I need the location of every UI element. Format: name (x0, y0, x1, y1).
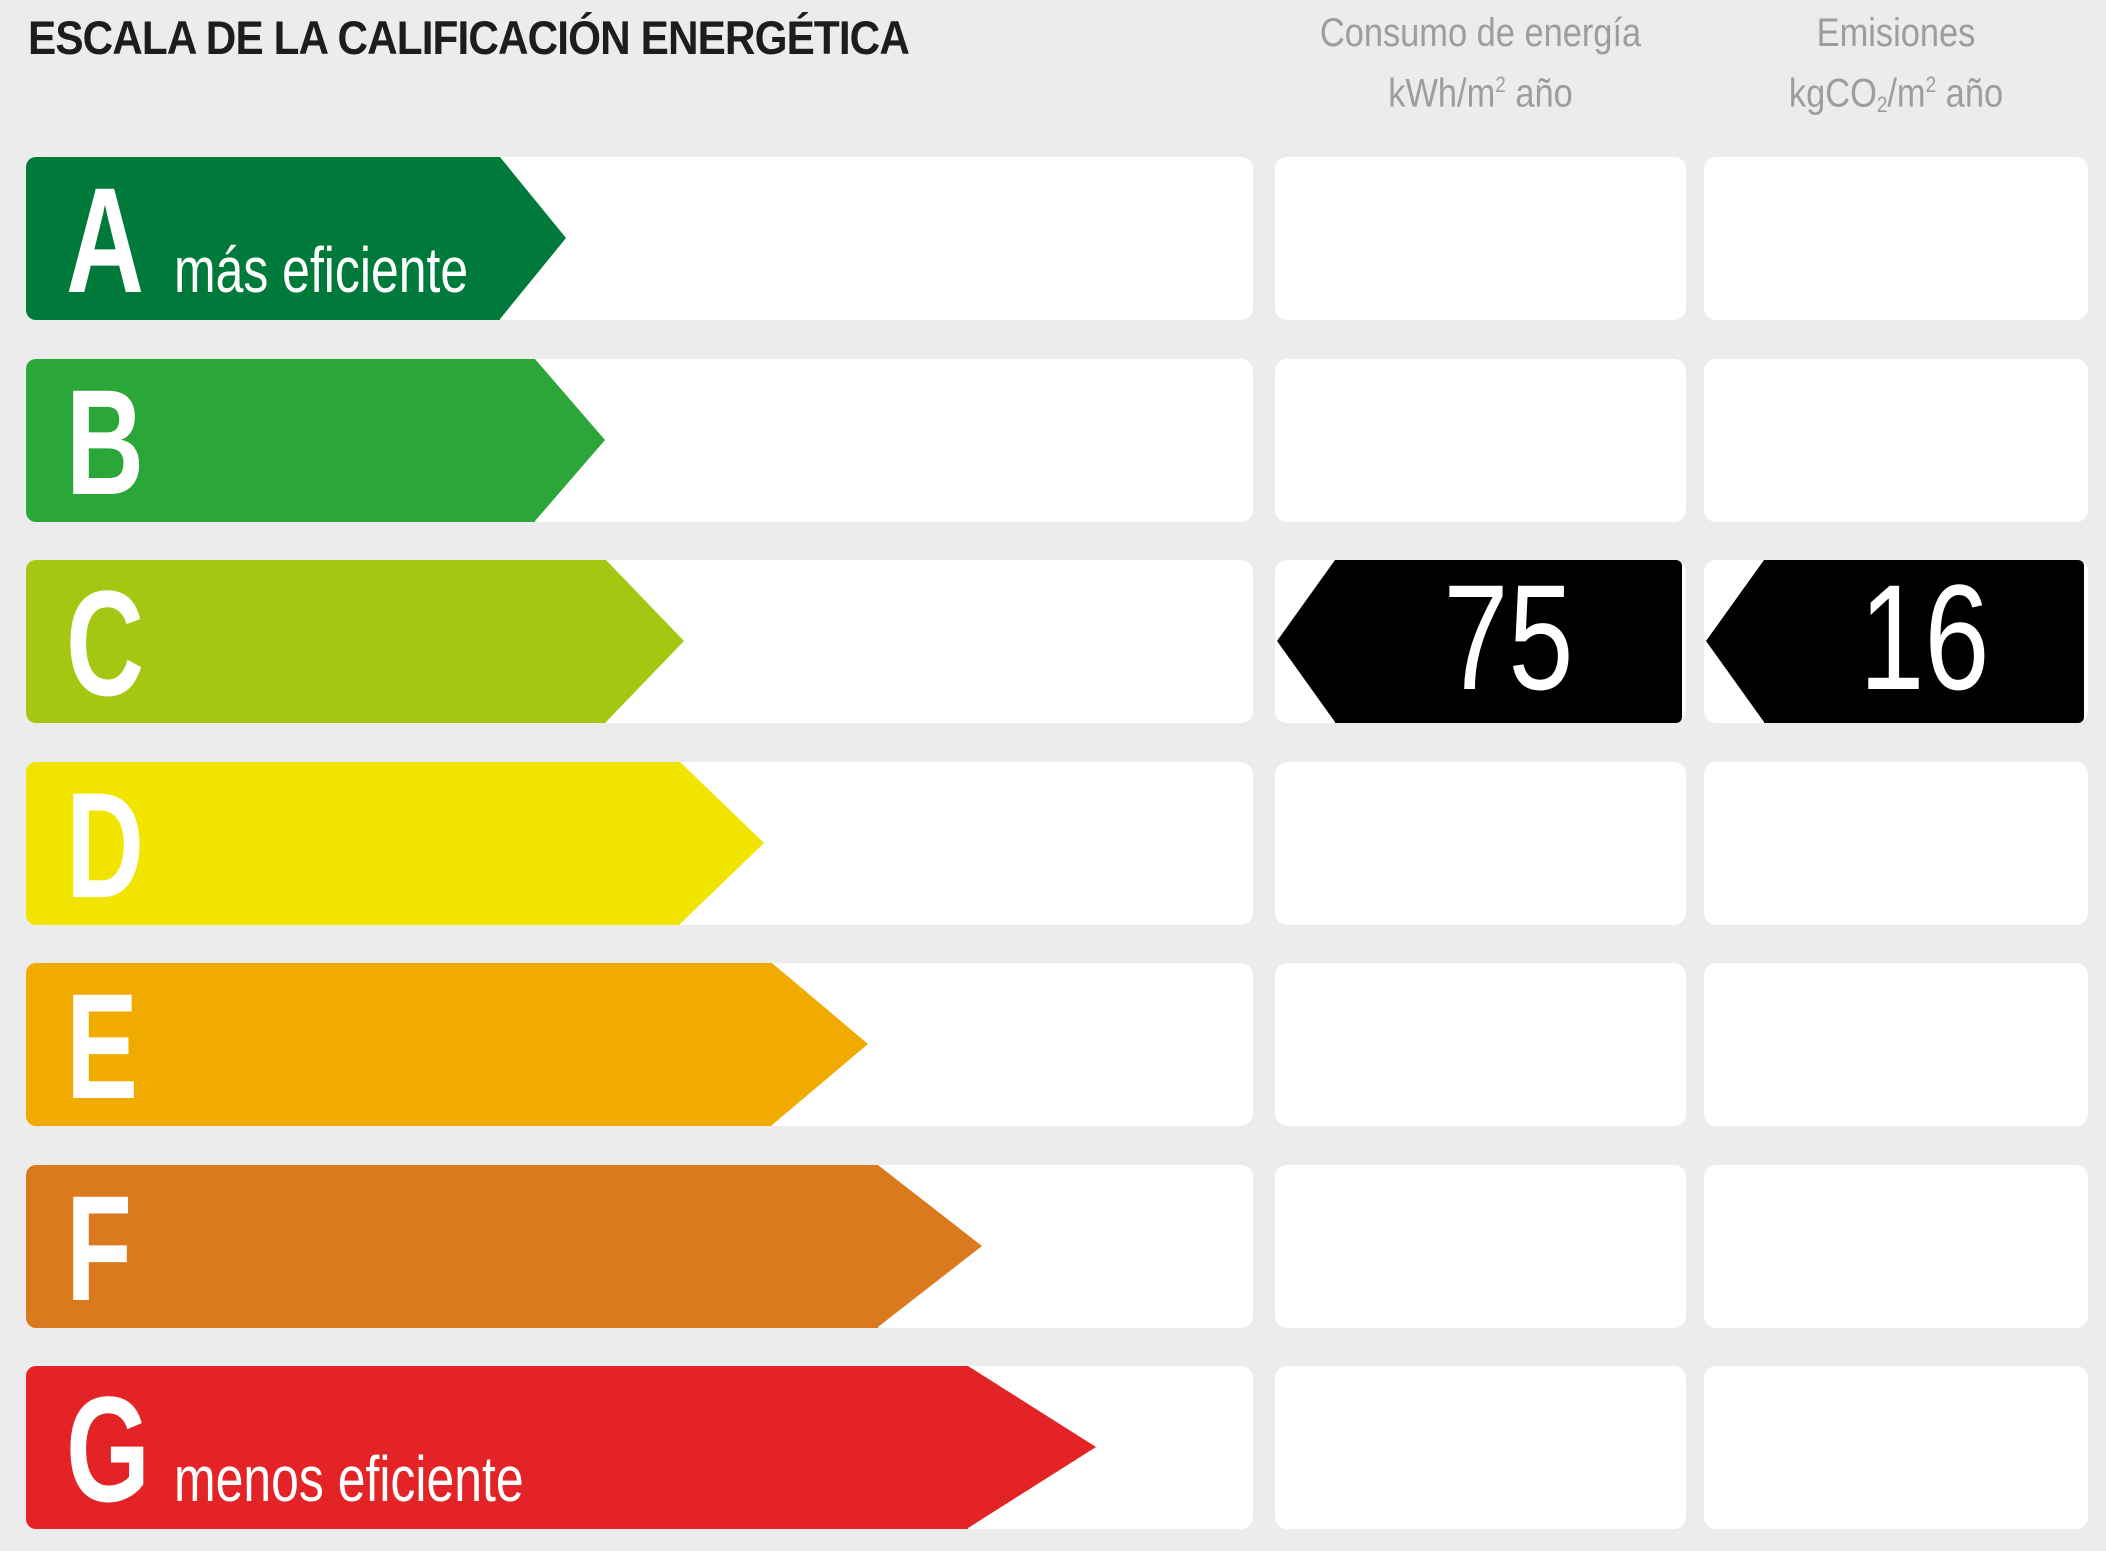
emisiones-unit-sub: 2 (1876, 91, 1888, 117)
rating-letter: A (66, 156, 144, 324)
rating-note: más eficiente (174, 234, 469, 306)
rating-note: menos eficiente (174, 1443, 524, 1515)
rating-letter: C (66, 559, 144, 727)
emisiones-cell: 16 (1704, 560, 2088, 723)
rating-arrow-d: D (26, 761, 764, 929)
emisiones-cell (1704, 1366, 2088, 1529)
value-arrow-tip-icon (1277, 560, 1335, 722)
emisiones-value: 16 (1858, 552, 1990, 721)
consumo-cell (1275, 963, 1686, 1126)
consumo-unit-base: kWh/m (1388, 71, 1496, 116)
emisiones-cell (1704, 762, 2088, 925)
emisiones-value-arrow: 16 (1706, 560, 2084, 723)
rating-letter: G (66, 1365, 151, 1533)
value-arrow-body: 16 (1764, 560, 2084, 723)
scale-row-g: G menos eficiente (0, 1366, 2106, 1529)
emisiones-cell (1704, 359, 2088, 522)
value-arrow-body: 75 (1335, 560, 1682, 723)
scale-row-b: B (0, 359, 2106, 522)
scale-row-a: A más eficiente (0, 157, 2106, 320)
consumo-cell (1275, 359, 1686, 522)
consumo-value: 75 (1443, 552, 1574, 721)
scale-row-c: 75 16 C (0, 560, 2106, 723)
emisiones-unit-tail: año (1936, 71, 2004, 116)
emisiones-header-line1: Emisiones (1816, 11, 1976, 55)
emisiones-cell (1704, 963, 2088, 1126)
rating-arrow-f: F (26, 1164, 982, 1332)
column-header-emisiones: Emisiones kgCO2/m2 año (1731, 8, 2061, 124)
rating-arrow-c: C (26, 559, 684, 727)
emisiones-unit-sup: 2 (1925, 72, 1937, 97)
rating-arrow-b: B (26, 358, 605, 526)
consumo-cell (1275, 1366, 1686, 1529)
rating-letter: E (66, 962, 139, 1130)
consumo-cell (1275, 1165, 1686, 1328)
rating-arrow-e: E (26, 962, 868, 1130)
page-title: ESCALA DE LA CALIFICACIÓN ENERGÉTICA (28, 11, 910, 64)
consumo-unit-sup: 2 (1495, 72, 1506, 97)
scale-row-f: F (0, 1165, 2106, 1328)
consumo-unit-tail: año (1505, 71, 1573, 116)
consumo-cell (1275, 157, 1686, 320)
value-arrow-tip-icon (1706, 560, 1764, 722)
rating-arrow-a: A más eficiente (26, 156, 566, 324)
emisiones-cell (1704, 1165, 2088, 1328)
scale-row-e: E (0, 963, 2106, 1126)
emisiones-cell (1704, 157, 2088, 320)
emisiones-unit-base: kgCO (1788, 71, 1877, 116)
consumo-cell (1275, 762, 1686, 925)
column-header-consumo: Consumo de energía kWh/m2 año (1304, 8, 1657, 119)
rating-letter: D (66, 761, 144, 929)
scale-row-d: D (0, 762, 2106, 925)
consumo-value-arrow: 75 (1277, 560, 1682, 723)
emisiones-unit-mid: /m (1887, 71, 1926, 116)
rating-arrow-g: G menos eficiente (26, 1365, 1096, 1533)
rating-letter: F (66, 1164, 132, 1332)
rating-letter: B (66, 358, 144, 526)
consumo-cell: 75 (1275, 560, 1686, 723)
consumo-header-line1: Consumo de energía (1319, 11, 1642, 55)
